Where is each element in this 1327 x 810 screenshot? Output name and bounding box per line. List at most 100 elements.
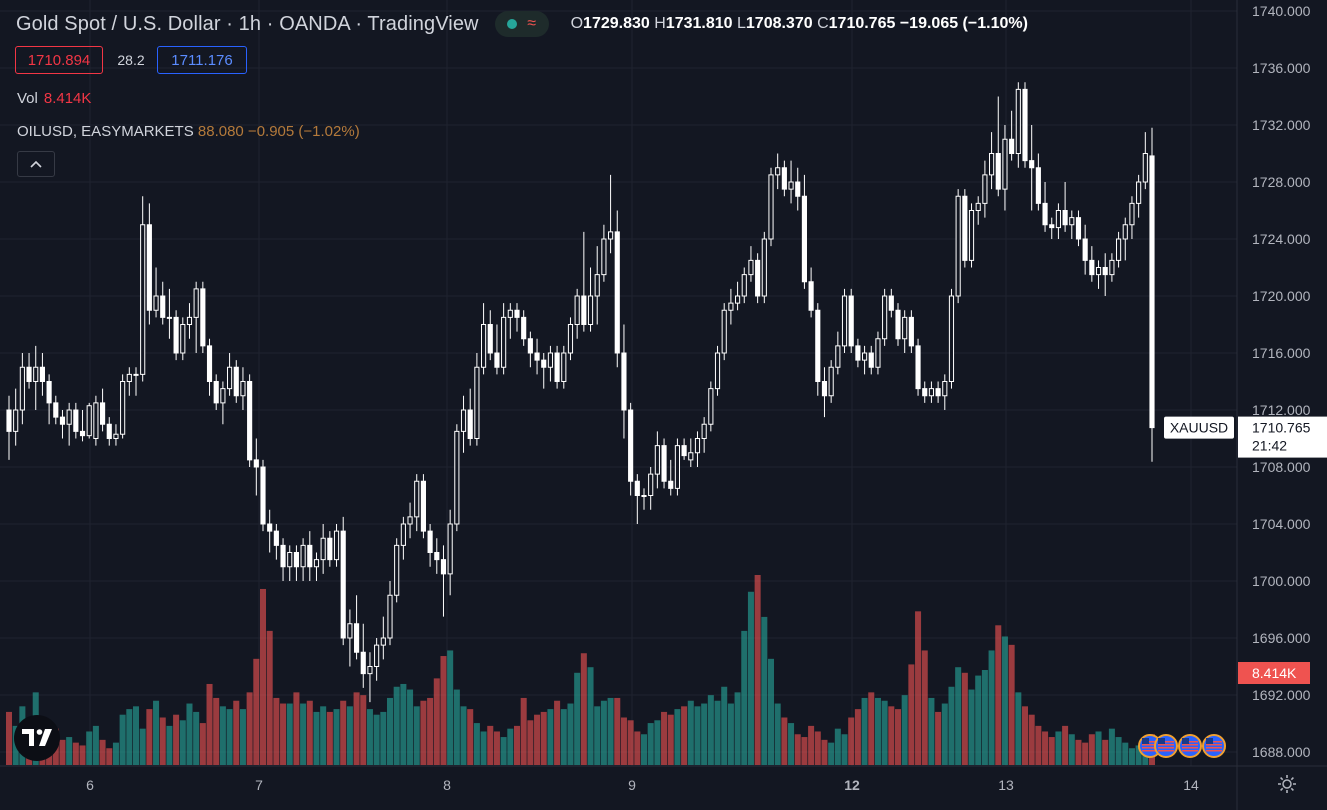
candle-body xyxy=(66,409,72,425)
volume-bar xyxy=(186,703,193,765)
volume-bar xyxy=(393,686,400,765)
volume-legend[interactable]: Vol 8.414K xyxy=(17,90,91,107)
volume-bar xyxy=(1042,731,1049,765)
candle-body xyxy=(989,153,995,176)
volume-bar xyxy=(173,714,180,765)
volume-bar xyxy=(1088,734,1095,765)
candle-body xyxy=(374,644,380,667)
volume-bar xyxy=(1122,742,1129,765)
volume-bar xyxy=(915,611,922,765)
volume-bar xyxy=(767,658,775,765)
volume-bar xyxy=(1082,742,1089,765)
volume-bar xyxy=(620,717,627,765)
volume-bar xyxy=(868,692,875,765)
candle-body xyxy=(206,345,213,382)
volume-bar xyxy=(607,697,614,765)
buy-price-button[interactable]: 1711.176 xyxy=(157,46,247,74)
candle-body xyxy=(387,594,393,639)
us-flag-icon xyxy=(1202,734,1226,758)
time-axis[interactable]: 6 7 8 9 12 13 14 xyxy=(0,765,1327,793)
volume-bar xyxy=(1068,734,1075,765)
candle-body xyxy=(220,388,226,404)
volume-bar xyxy=(286,703,293,765)
candle-body xyxy=(815,309,821,382)
candle-body xyxy=(748,259,754,276)
volume-bar xyxy=(808,725,815,765)
price-axis[interactable]: 1740.000 1736.000 1732.000 1728.000 1724.000… xyxy=(1236,0,1327,810)
candle-body xyxy=(300,544,306,568)
candle-body xyxy=(835,345,841,368)
volume-bar xyxy=(293,692,300,765)
candle-body xyxy=(721,309,727,354)
candle-body xyxy=(360,651,366,675)
low-label: L xyxy=(736,15,746,32)
wave-icon: ≈ xyxy=(527,15,536,32)
candle-body xyxy=(561,352,567,382)
candle-body xyxy=(955,195,961,297)
volume-bar xyxy=(1035,725,1042,765)
candle-body xyxy=(848,295,854,347)
candle-body xyxy=(1116,238,1122,261)
symbol-title[interactable]: Gold Spot / U.S. Dollar · 1h · OANDA · T… xyxy=(16,12,479,35)
volume-bar xyxy=(413,706,420,765)
volume-bar xyxy=(701,703,708,765)
volume-bar xyxy=(761,616,768,765)
candle-body xyxy=(1069,217,1075,226)
candle-body xyxy=(1002,138,1008,190)
volume-bar xyxy=(801,737,808,765)
gear-icon[interactable] xyxy=(1276,773,1298,795)
volume-bar xyxy=(888,706,895,765)
collapse-legend-button[interactable] xyxy=(17,151,55,177)
volume-bar xyxy=(126,709,133,765)
candle-body xyxy=(634,480,640,496)
candle-body xyxy=(801,195,807,283)
volume-bar xyxy=(961,672,968,765)
candle-body xyxy=(394,544,400,596)
high-label: H xyxy=(654,15,666,32)
sell-price-button[interactable]: 1710.894 xyxy=(15,46,103,74)
oil-value: 88.080 −0.905 (−1.02%) xyxy=(197,123,360,140)
candle-body xyxy=(915,345,921,390)
candle-body xyxy=(882,295,888,340)
market-status[interactable]: ≈ xyxy=(494,11,549,37)
candle-body xyxy=(260,466,266,525)
price-tick-label: 1704.000 xyxy=(1252,516,1311,532)
volume-bar xyxy=(407,689,414,765)
volume-bar xyxy=(1001,636,1008,765)
volume-bar xyxy=(941,703,948,765)
candle-body xyxy=(180,324,186,354)
candle-body xyxy=(922,388,928,397)
volume-bar xyxy=(146,709,153,765)
volume-bar xyxy=(373,714,380,765)
candle-body xyxy=(681,445,687,457)
candle-body xyxy=(6,409,12,432)
volume-bar xyxy=(453,689,460,765)
volume-bar xyxy=(66,737,73,765)
volume-bar xyxy=(480,731,487,765)
candle-body xyxy=(46,381,52,404)
volume-bar xyxy=(433,678,440,765)
candle-body xyxy=(79,430,86,437)
oil-overlay-legend[interactable]: OILUSD, EASYMARKETS 88.080 −0.905 (−1.02… xyxy=(17,123,360,140)
last-price-markers: XAUUSD 1710.765 21:42 8.414K xyxy=(1164,416,1327,684)
volume-bar xyxy=(1108,728,1115,765)
candle-body xyxy=(1136,181,1142,204)
volume-bar xyxy=(667,714,674,765)
candle-body xyxy=(434,552,440,561)
candle-body xyxy=(1082,238,1088,261)
economic-events[interactable] xyxy=(1138,734,1226,758)
candle-body xyxy=(968,210,975,261)
price-tick-label: 1740.000 xyxy=(1252,3,1311,19)
candle-body xyxy=(868,352,874,368)
tradingview-logo[interactable] xyxy=(14,715,60,761)
volume-bar xyxy=(781,717,788,765)
candle-body xyxy=(1129,202,1135,226)
candle-body xyxy=(420,480,426,532)
candle-body xyxy=(788,181,794,190)
volume-bar xyxy=(79,745,86,765)
volume-bar xyxy=(447,650,454,765)
volume-bars xyxy=(5,575,1156,765)
volume-bar xyxy=(1115,737,1122,765)
